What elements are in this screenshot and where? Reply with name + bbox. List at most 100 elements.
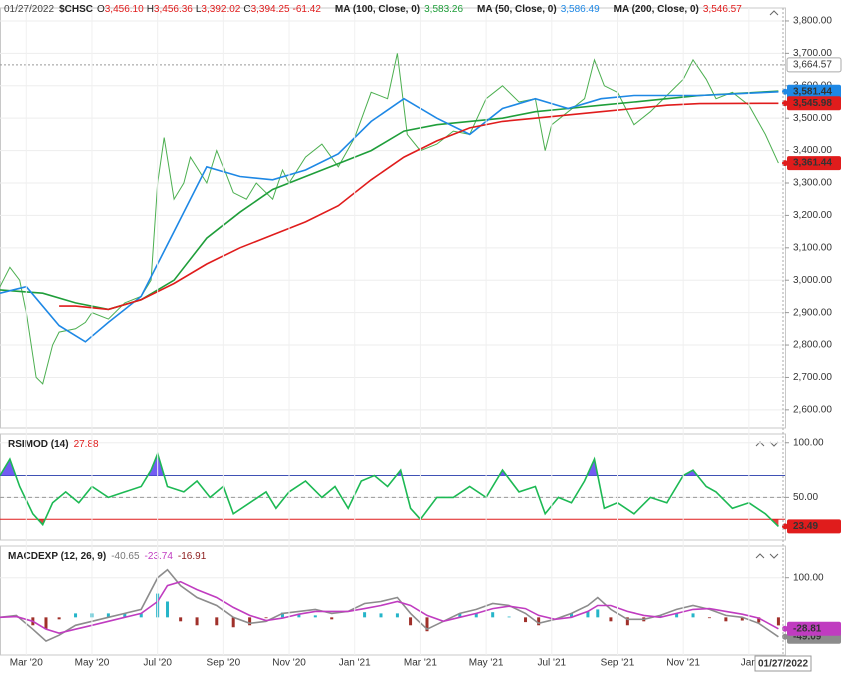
series-line (59, 102, 779, 311)
x-tick-label: Mar '21 (404, 658, 437, 669)
move-down-icon[interactable] (769, 441, 779, 447)
ohlc-key: H (147, 4, 154, 15)
panel-controls[interactable] (755, 10, 779, 559)
histogram-bar (609, 617, 613, 622)
legend-name: MA (100, Close, 0) (335, 4, 420, 15)
histogram-bar (691, 613, 695, 618)
legend-name: MA (50, Close, 0) (477, 4, 557, 15)
ohlc-key: C (243, 4, 250, 15)
histogram-bar (215, 617, 219, 626)
histogram-bar (297, 614, 301, 618)
histogram-bar (330, 617, 334, 620)
legend-value: 3,546.57 (703, 4, 742, 15)
x-tick-label: Nov '20 (272, 658, 306, 669)
header-date: 01/27/2022 (4, 4, 54, 15)
y-tick-label: 100.00 (793, 437, 824, 448)
y-tick-label: 3,200.00 (793, 210, 832, 221)
histogram-bar (757, 617, 761, 623)
y-tick-label: 2,900.00 (793, 307, 832, 318)
cursor-date: 01/27/2022 (758, 659, 808, 670)
histogram-bar (776, 617, 780, 626)
legend-value: 3,586.49 (561, 4, 600, 15)
indicator-name: MACDEXP (12, 26, 9) (8, 551, 106, 562)
panel (0, 442, 785, 527)
histogram-bar (231, 617, 235, 628)
histogram-bar (537, 617, 541, 626)
panel (0, 568, 785, 643)
y-tick-label: 3,700.00 (793, 48, 832, 59)
histogram-bar (195, 617, 199, 626)
end-dot (782, 625, 788, 632)
header-symbol: $CHSC (59, 4, 93, 15)
histogram-bar (724, 617, 728, 622)
move-down-icon[interactable] (769, 553, 779, 559)
ohlc-value: 3,394.25 (251, 4, 290, 15)
panel-frame (0, 545, 786, 656)
y-tick-label: 50.00 (793, 492, 818, 503)
end-label: -28.81 (793, 623, 822, 634)
series-line (0, 568, 779, 643)
cursor-date-box (754, 655, 812, 672)
panel-frame (0, 433, 786, 541)
end-label-box (787, 621, 841, 636)
move-up-icon[interactable] (755, 441, 765, 447)
level-fill (37, 519, 779, 527)
histogram-bar (596, 609, 600, 618)
histogram-bar (586, 611, 590, 618)
reference-label: 3,664.57 (793, 59, 832, 70)
histogram-bar (179, 617, 183, 622)
x-tick-label: Jul '20 (143, 658, 172, 669)
end-label: 3,545.98 (793, 98, 832, 109)
y-tick-label: 3,000.00 (793, 275, 832, 286)
indicator-value: -16.91 (178, 551, 207, 562)
histogram-bar (507, 616, 511, 618)
histogram-bar (166, 601, 170, 618)
histogram-bar (740, 617, 744, 621)
ohlc-value: 3,456.36 (154, 4, 193, 15)
histogram-bar (44, 617, 48, 630)
y-tick-label: 2,800.00 (793, 340, 832, 351)
histogram-bar (395, 613, 399, 618)
histogram-bar (123, 613, 127, 618)
end-label-box (787, 519, 841, 534)
indicator-value: 27.88 (74, 439, 99, 450)
histogram-bar (409, 617, 413, 626)
histogram-bar (57, 617, 61, 620)
y-tick-label: 2,600.00 (793, 404, 832, 415)
histogram-bar (106, 613, 110, 618)
histogram-bar (474, 613, 478, 618)
histogram-bar (280, 612, 284, 618)
x-tick-label: Jan '21 (339, 658, 371, 669)
histogram-bar (658, 615, 662, 618)
histogram-bar (675, 613, 679, 618)
histogram-bar (363, 612, 367, 618)
move-up-icon[interactable] (755, 553, 765, 559)
y-tick-label: 3,100.00 (793, 242, 832, 253)
histogram-bar (491, 612, 495, 618)
collapse-icon[interactable] (769, 10, 779, 16)
end-label: 3,581.44 (793, 86, 832, 97)
x-tick-label: Sep '21 (601, 658, 635, 669)
end-label: 23.49 (793, 521, 818, 532)
histogram-bar (139, 613, 143, 618)
panel-title: RSIMOD (14) 27.88 (8, 439, 99, 450)
series-line (0, 90, 779, 311)
series-line (0, 451, 779, 527)
x-tick-label: May '20 (75, 658, 110, 669)
end-label-box (787, 96, 841, 111)
histogram-bar (425, 617, 429, 632)
panel-frame (0, 7, 786, 429)
level-fill (0, 453, 698, 476)
y-tick-label: 3,300.00 (793, 178, 832, 189)
x-tick-label: Nov '21 (666, 658, 700, 669)
histogram-bar (248, 617, 252, 626)
ohlc-key: L (196, 4, 202, 15)
y-tick-label: 100.00 (793, 572, 824, 583)
indicator-name: RSIMOD (14) (8, 439, 69, 450)
header-change: -61.42 (293, 4, 322, 15)
histogram-bar (313, 615, 317, 618)
ohlc-value: 3,456.10 (105, 4, 144, 15)
legend-name: MA (200, Close, 0) (614, 4, 699, 15)
histogram-bar (74, 613, 78, 618)
